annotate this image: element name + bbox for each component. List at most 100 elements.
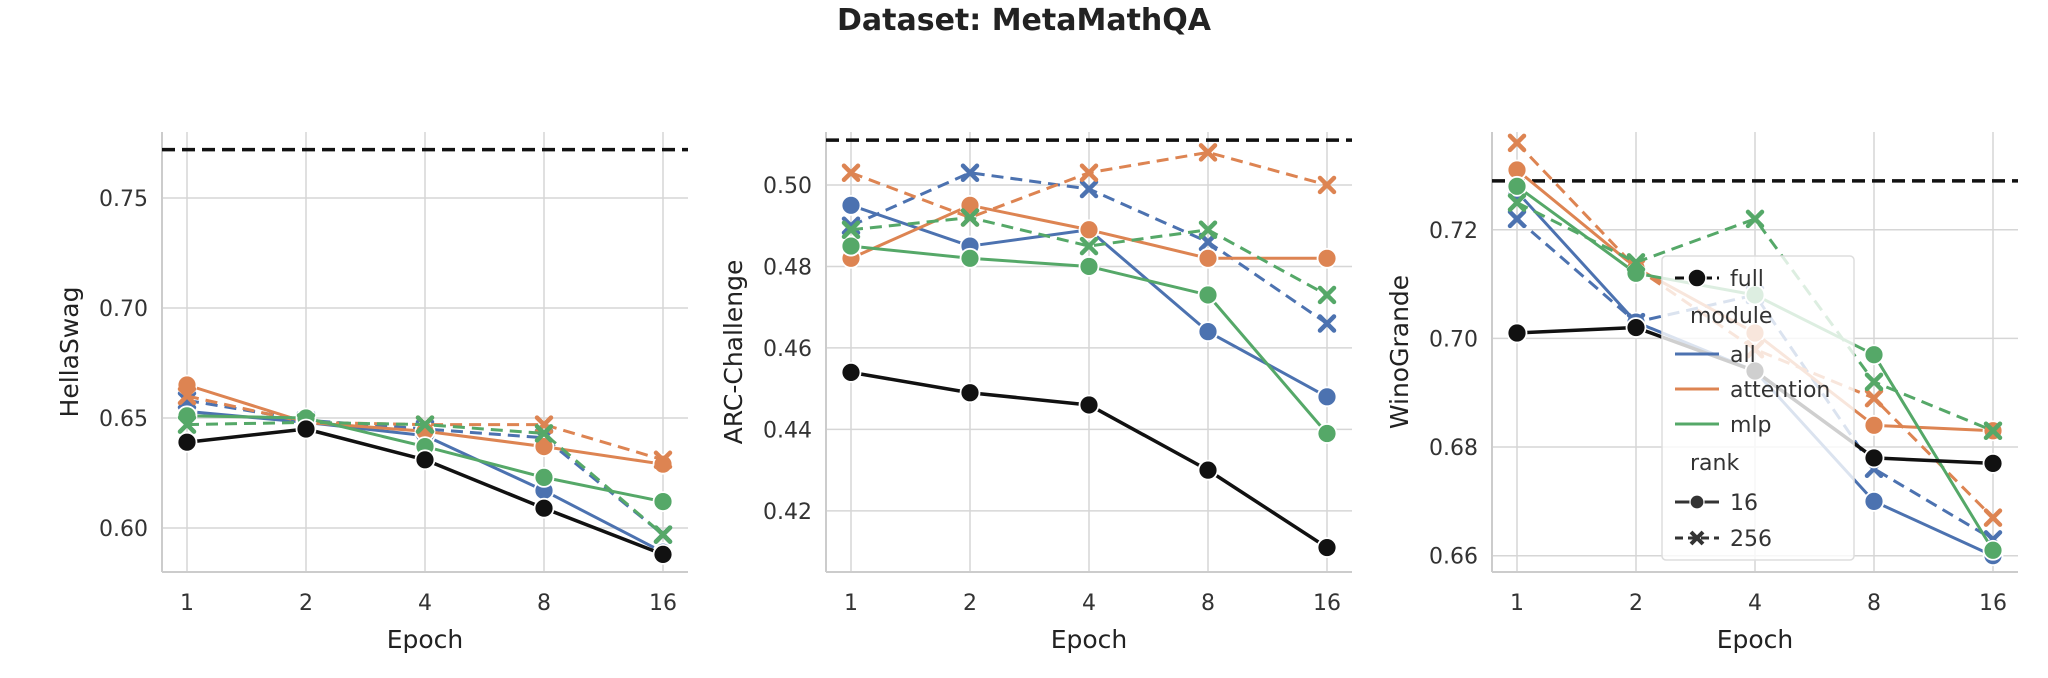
y-tick-label: 0.44 <box>763 418 812 443</box>
marker-dot-mlp-r16 <box>1316 423 1338 444</box>
marker-x-mlp-r256 <box>1198 220 1218 240</box>
marker-x-attention-r256 <box>841 163 861 182</box>
marker-dot-mlp-r16 <box>652 491 674 513</box>
marker-dot-mlp-r16 <box>1078 256 1100 277</box>
marker-x-mlp-r256 <box>960 208 980 227</box>
legend-rank-title: rank <box>1690 451 1739 476</box>
marker-dot-mlp-r16 <box>1197 284 1219 306</box>
series-line-attention-r256 <box>1515 141 1995 519</box>
x-axis-label: Epoch <box>1051 625 1128 654</box>
marker-dot-full-r16 <box>1506 322 1528 344</box>
series-line-all-r256 <box>1516 217 1994 541</box>
marker-dot-mlp-r16 <box>1863 344 1885 366</box>
marker-x-attention-r256 <box>1507 133 1527 153</box>
x-tick-label: 8 <box>537 591 551 616</box>
y-tick-label: 0.65 <box>99 407 148 432</box>
marker-dot-attention-r16 <box>533 436 555 458</box>
y-axis-label: ARC-Challenge <box>719 260 748 445</box>
panel-arc-challenge: 1 2 4 8 16 0.42 0.44 0.46 0.48 0.50 Epoch ARC-Chall… <box>719 132 1352 654</box>
marker-dot-full-r16 <box>1982 452 2004 474</box>
x-tick-label: 16 <box>1979 591 2007 616</box>
legend: full module all attention mlp rank 16 25… <box>1661 255 1855 561</box>
marker-x-mlp-r256 <box>534 424 554 443</box>
marker-dot-full-r16 <box>1863 447 1885 469</box>
series-line-mlp-r256 <box>850 216 1328 297</box>
x-tick-label: 8 <box>1201 591 1215 616</box>
legend-module-title: module <box>1690 304 1772 329</box>
figure-title: Dataset: MetaMathQA <box>837 3 1212 38</box>
marker-x-attention-r256 <box>1317 175 1337 195</box>
x-axis-label: Epoch <box>1717 625 1794 654</box>
marker-dot-mlp-r16 <box>1982 539 2004 561</box>
marker-x-mlp-r256 <box>1864 372 1884 392</box>
marker-dot-full-r16 <box>959 382 981 404</box>
x-tick-label: 1 <box>180 591 194 616</box>
marker-dot-mlp-r16 <box>959 247 981 269</box>
marker-x-attention-r256 <box>1198 143 1218 162</box>
marker-x-mlp-r256 <box>1507 193 1527 212</box>
marker-x-all-r256 <box>960 163 980 182</box>
x-tick-label: 8 <box>1867 591 1881 616</box>
marker-x-attention-r256 <box>1079 163 1099 182</box>
marker-x-attention-r256 <box>1864 388 1884 408</box>
legend-full-label: full <box>1730 267 1764 292</box>
panel-hellaswag: 1 2 4 8 16 0.60 0.65 0.70 0.75 Epoch HellaSwag <box>55 132 688 654</box>
marker-dot-full-r16 <box>533 497 555 519</box>
marker-dot-mlp-r16 <box>533 466 555 488</box>
x-tick-label: 16 <box>649 591 677 616</box>
series-line-attention-r256 <box>186 394 664 462</box>
marker-x-attention-r256 <box>1983 508 2003 527</box>
marker-dot-full-r16 <box>1078 394 1100 416</box>
y-axis-label: HellaSwag <box>55 287 84 418</box>
y-tick-label: 0.46 <box>763 337 812 362</box>
marker-dot-all-r16 <box>840 194 862 216</box>
marker-dot-mlp-r16 <box>1506 175 1528 197</box>
marker-x-mlp-r256 <box>1626 253 1646 272</box>
marker-dot-full-r16 <box>414 449 436 471</box>
y-tick-label: 0.72 <box>1429 219 1478 244</box>
legend-full-marker <box>1687 268 1707 288</box>
marker-dot-all-r16 <box>1863 490 1885 512</box>
marker-x-all-r256 <box>1079 179 1099 199</box>
marker-dot-attention-r16 <box>1863 414 1885 436</box>
legend-rank256-label: 256 <box>1730 527 1772 552</box>
legend-box <box>1661 255 1855 561</box>
marker-x-mlp-r256 <box>177 415 197 434</box>
y-tick-label: 0.68 <box>1429 436 1478 461</box>
legend-rank256-marker <box>1689 530 1705 546</box>
y-tick-label: 0.60 <box>99 517 148 542</box>
marker-dot-full-r16 <box>1197 459 1219 481</box>
y-tick-label: 0.70 <box>1429 327 1478 352</box>
marker-x-mlp-r256 <box>1745 209 1765 229</box>
y-tick-label: 0.70 <box>99 297 148 322</box>
marker-x-mlp-r256 <box>415 415 435 434</box>
y-tick-label: 0.48 <box>763 255 812 280</box>
x-tick-label: 4 <box>1082 591 1096 616</box>
marker-x-mlp-r256 <box>841 220 861 240</box>
marker-x-mlp-r256 <box>653 525 673 544</box>
legend-all-label: all <box>1730 343 1756 368</box>
legend-mlp-label: mlp <box>1730 413 1772 438</box>
marker-x-all-r256 <box>1317 314 1337 333</box>
marker-dot-full-r16 <box>1625 317 1647 338</box>
x-axis-label: Epoch <box>387 625 464 654</box>
marker-dot-attention-r16 <box>1316 247 1338 269</box>
x-tick-label: 1 <box>844 591 858 616</box>
x-tick-label: 4 <box>1748 591 1762 616</box>
marker-x-attention-r256 <box>177 386 197 406</box>
marker-dot-all-r16 <box>1316 386 1338 408</box>
y-tick-label: 0.42 <box>763 500 812 525</box>
x-tick-label: 1 <box>1510 591 1524 616</box>
marker-dot-full-r16 <box>840 361 862 383</box>
marker-dot-full-r16 <box>1316 537 1338 558</box>
marker-dot-all-r16 <box>1197 321 1219 343</box>
x-tick-label: 2 <box>299 591 313 616</box>
legend-attention-label: attention <box>1730 378 1830 403</box>
x-tick-label: 16 <box>1313 591 1341 616</box>
series-line-mlp-r256 <box>1516 201 1994 433</box>
x-tick-label: 2 <box>1629 591 1643 616</box>
y-axis-label: WinoGrande <box>1385 275 1414 429</box>
marker-dot-attention-r16 <box>1078 219 1100 241</box>
marker-dot-full-r16 <box>295 418 317 440</box>
